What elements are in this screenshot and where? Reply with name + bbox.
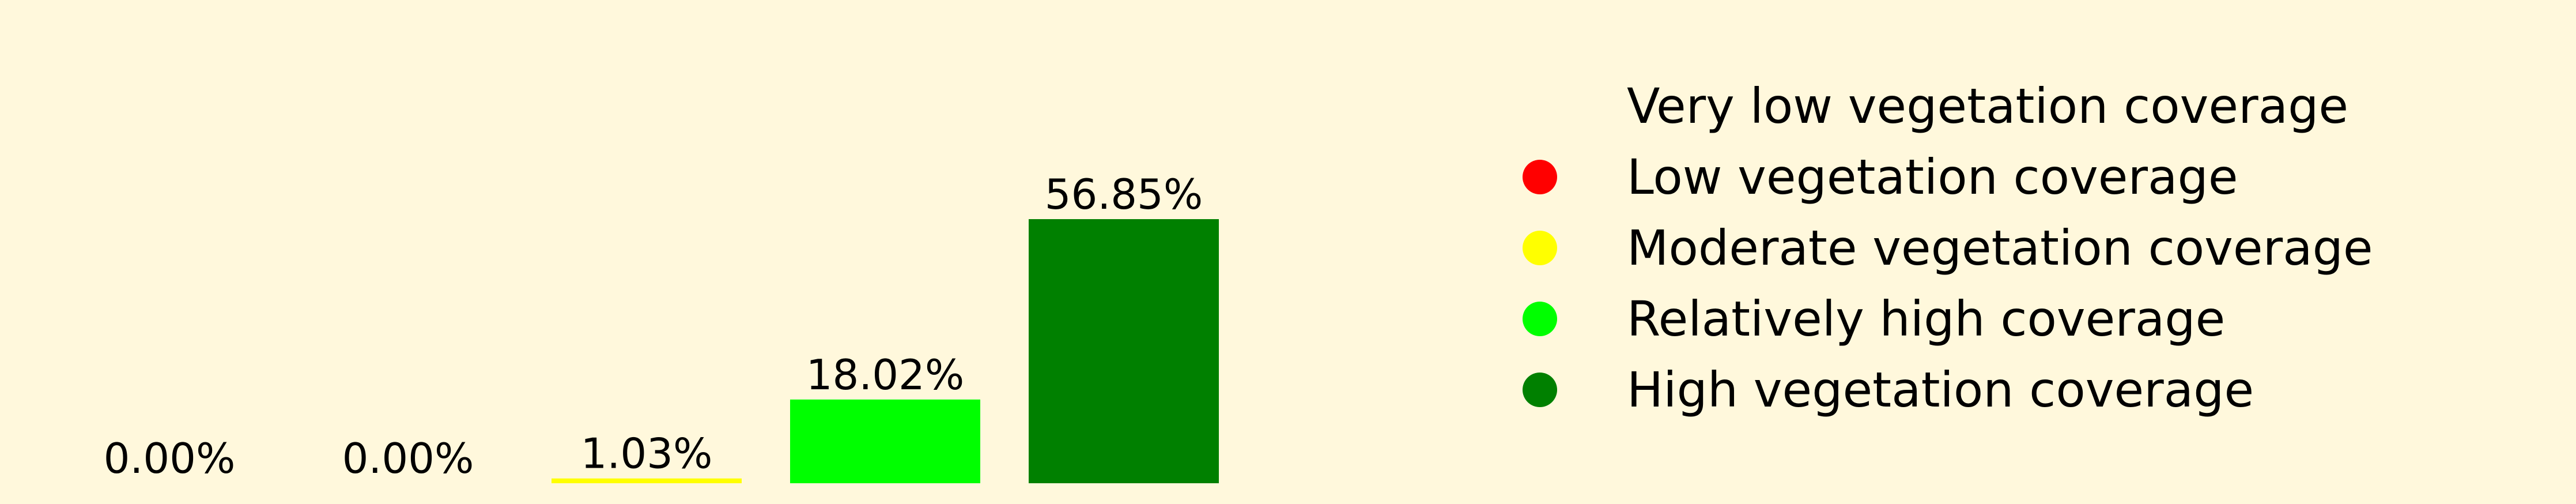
value-labels-layer: 0.00% 0.00% 1.03% 18.02% 56.85% xyxy=(104,170,1203,483)
value-label-1: 0.00% xyxy=(342,434,474,483)
bars-layer xyxy=(552,219,1219,483)
value-label-0: 0.00% xyxy=(104,434,236,483)
bar-4 xyxy=(1029,219,1219,483)
legend-entry-0: Very low vegetation coverage xyxy=(1523,78,2348,134)
value-label-3: 18.02% xyxy=(806,351,965,399)
legend-entry-3: Relatively high coverage xyxy=(1523,291,2225,347)
legend-marker-2 xyxy=(1523,231,1557,265)
bar-3 xyxy=(790,399,980,483)
bar-2 xyxy=(552,478,742,483)
legend-marker-4 xyxy=(1523,373,1557,407)
value-label-4: 56.85% xyxy=(1045,170,1203,219)
value-label-2: 1.03% xyxy=(581,430,713,478)
legend-entry-4: High vegetation coverage xyxy=(1523,362,2254,418)
legend-entry-1: Low vegetation coverage xyxy=(1523,149,2238,205)
legend-marker-1 xyxy=(1523,160,1557,194)
legend-label-2: Moderate vegetation coverage xyxy=(1627,220,2373,276)
legend-marker-3 xyxy=(1523,302,1557,336)
legend-label-4: High vegetation coverage xyxy=(1627,362,2254,418)
legend-label-1: Low vegetation coverage xyxy=(1627,149,2238,205)
legend-entry-2: Moderate vegetation coverage xyxy=(1523,220,2373,276)
legend: Very low vegetation coverage Low vegetati… xyxy=(1523,78,2373,418)
legend-marker-0 xyxy=(1523,89,1557,123)
legend-label-3: Relatively high coverage xyxy=(1627,291,2225,347)
legend-label-0: Very low vegetation coverage xyxy=(1627,78,2348,134)
